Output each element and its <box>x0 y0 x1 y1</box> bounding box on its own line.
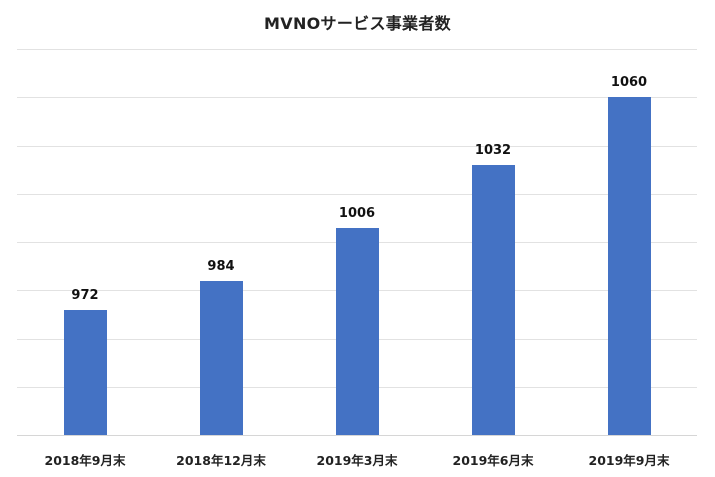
gridline <box>17 193 697 195</box>
category-label: 2019年3月末 <box>316 453 398 468</box>
data-label: 972 <box>71 287 99 303</box>
gridline <box>17 97 697 99</box>
category-label: 2019年6月末 <box>452 453 534 468</box>
plot-area: 972 984 1006 1032 1060 <box>17 49 697 436</box>
gridline <box>17 145 697 147</box>
bar[interactable] <box>471 164 515 435</box>
bar[interactable] <box>335 227 379 435</box>
category-label: 2018年9月末 <box>44 453 126 468</box>
data-label: 1006 <box>338 205 376 221</box>
bar[interactable] <box>199 280 243 435</box>
data-label: 1060 <box>610 75 648 91</box>
data-label: 984 <box>207 258 235 274</box>
chart-title: MVNOサービス事業者数 <box>264 14 451 33</box>
data-label: 1032 <box>474 142 512 158</box>
bar[interactable] <box>607 97 651 435</box>
category-label: 2019年9月末 <box>588 453 670 468</box>
gridline <box>17 49 697 50</box>
category-label: 2018年12月末 <box>176 453 266 468</box>
x-axis-line <box>17 435 697 436</box>
bar[interactable] <box>63 309 107 435</box>
